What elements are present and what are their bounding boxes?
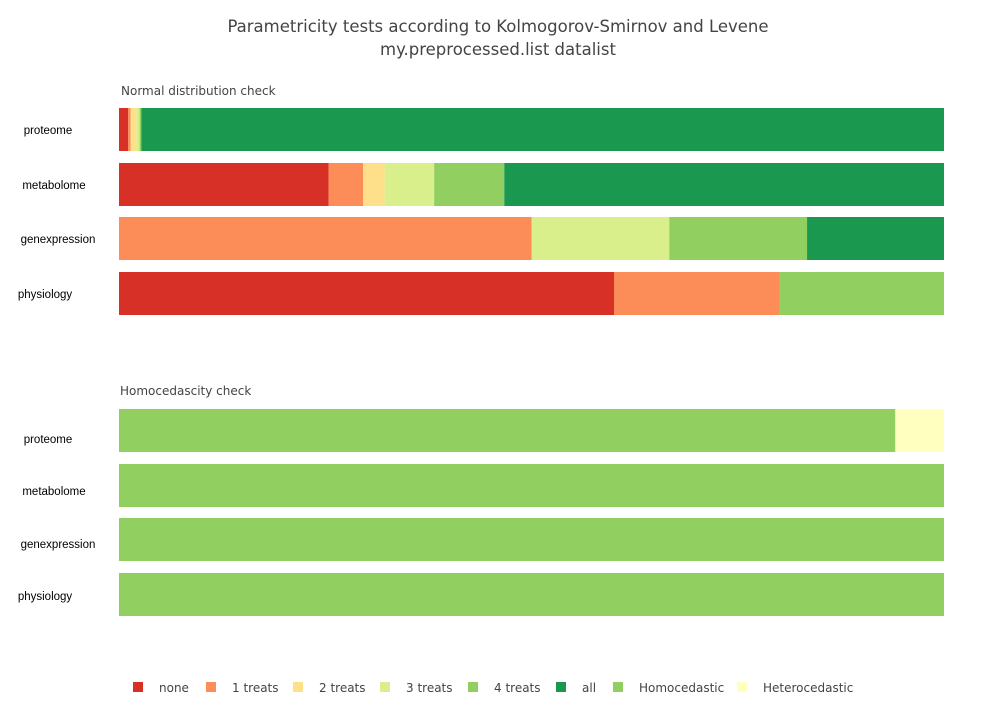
legend-label-1-treats: 1 treats xyxy=(232,681,279,695)
bar-genexpression-1-treats xyxy=(119,217,532,260)
y-label-proteome: proteome xyxy=(24,434,73,446)
legend-swatch-all xyxy=(556,682,566,692)
bar-physiology-homocedastic xyxy=(119,573,944,616)
bar-proteome-4-treats xyxy=(139,108,142,151)
legend-label-homocedastic: Homocedastic xyxy=(639,681,724,695)
legend-label-3-treats: 3 treats xyxy=(406,681,453,695)
legend-label-none: none xyxy=(159,681,189,695)
legend-swatch-4-treats xyxy=(468,682,478,692)
legend-swatch-heterocedastic xyxy=(737,682,747,692)
legend-swatch-homocedastic xyxy=(613,682,623,692)
y-label-metabolome: metabolome xyxy=(22,486,85,498)
legend-label-4-treats: 4 treats xyxy=(494,681,541,695)
y-label-genexpression: genexpression xyxy=(21,539,96,551)
bar-genexpression-3-treats xyxy=(531,217,670,260)
bar-proteome-all xyxy=(141,108,945,151)
chart-title-line-1: Parametricity tests according to Kolmogo… xyxy=(227,17,768,36)
bar-physiology-4-treats xyxy=(779,272,944,315)
bar-proteome-heterocedastic xyxy=(895,409,944,452)
bar-proteome-3-treats xyxy=(136,108,140,151)
bar-metabolome-1-treats xyxy=(328,163,364,206)
bar-metabolome-all xyxy=(504,163,945,206)
y-label-proteome: proteome xyxy=(24,125,73,137)
y-label-physiology: physiology xyxy=(18,591,73,603)
legend: none 1 treats 2 treats 3 treats 4 treats all H… xyxy=(133,681,853,695)
bar-metabolome-4-treats xyxy=(434,163,505,206)
legend-label-all: all xyxy=(582,681,596,695)
panel-subtitle-homocedascity: Homocedascity check xyxy=(120,384,251,398)
bar-genexpression-all xyxy=(807,217,944,260)
y-label-genexpression: genexpression xyxy=(21,234,96,246)
legend-swatch-3-treats xyxy=(380,682,390,692)
panel-subtitle-normal: Normal distribution check xyxy=(121,84,276,98)
bar-metabolome-2-treats xyxy=(363,163,385,206)
bar-metabolome-none xyxy=(119,163,329,206)
bar-metabolome-homocedastic xyxy=(119,464,944,507)
bar-genexpression-homocedastic xyxy=(119,518,944,561)
y-label-metabolome: metabolome xyxy=(22,180,85,192)
bar-physiology-none xyxy=(119,272,614,315)
legend-label-2-treats: 2 treats xyxy=(319,681,366,695)
bar-proteome-none xyxy=(119,108,129,151)
bar-proteome-1-treats xyxy=(128,108,131,151)
bar-proteome-homocedastic xyxy=(119,409,896,452)
legend-swatch-2-treats xyxy=(293,682,303,692)
legend-label-heterocedastic: Heterocedastic xyxy=(763,681,853,695)
y-label-physiology: physiology xyxy=(18,289,73,301)
panel-homocedascity: proteome metabolome genexpression physiolog… xyxy=(18,409,944,616)
legend-swatch-none xyxy=(133,682,143,692)
chart-title-line-2: my.preprocessed.list datalist xyxy=(380,40,616,59)
legend-swatch-1-treats xyxy=(206,682,216,692)
bar-physiology-1-treats xyxy=(614,272,779,315)
panel-normal-distribution: proteome metabolome genexpression physiolog… xyxy=(18,108,945,315)
bar-genexpression-4-treats xyxy=(669,217,808,260)
bar-metabolome-3-treats xyxy=(384,163,435,206)
bar-proteome-2-treats xyxy=(130,108,137,151)
